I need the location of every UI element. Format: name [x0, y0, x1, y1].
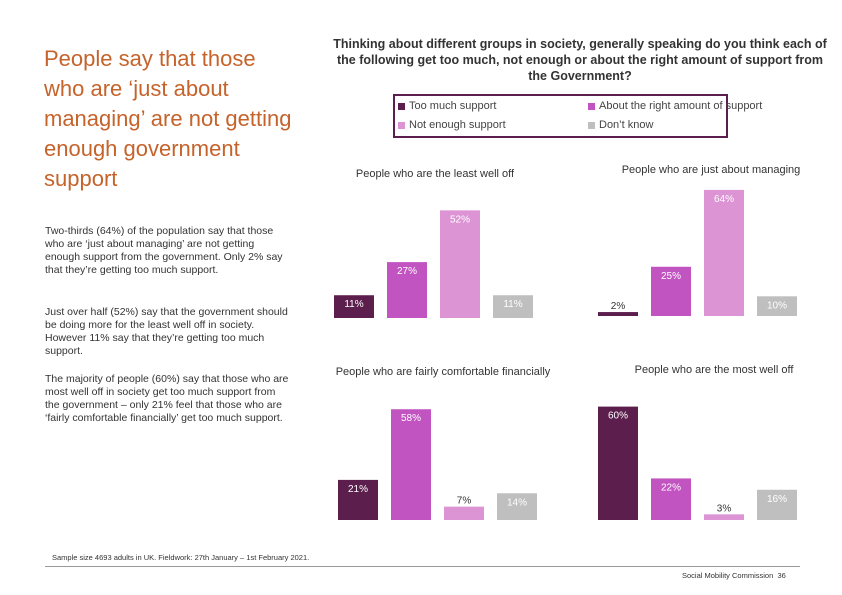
page-heading: People say that those who are ‘just abou…: [44, 46, 292, 191]
bar-dont-know: [493, 295, 533, 318]
bar-value-label: 22%: [661, 482, 681, 493]
legend-swatch-too-much: [398, 102, 405, 110]
legend-label: Not enough support: [409, 119, 506, 131]
survey-question: Thinking about different groups in socie…: [333, 37, 827, 83]
bar-value-label: 10%: [767, 300, 787, 311]
bar-value-label: 21%: [348, 484, 368, 495]
bar-too-much: [338, 479, 378, 520]
bar-value-label: 64%: [714, 194, 734, 205]
bar-too-much: [598, 312, 638, 316]
bar-value-label: 14%: [507, 497, 527, 508]
bar-value-label: 7%: [457, 496, 472, 507]
bar-value-label: 60%: [608, 411, 628, 422]
chart-title: People who are the least well off: [356, 168, 515, 180]
legend-swatch-not-enough: [398, 121, 405, 129]
bar-value-label: 58%: [401, 413, 421, 424]
bar-dont-know: [757, 296, 797, 316]
chart-title: People who are fairly comfortable financ…: [336, 366, 551, 378]
footer-divider: [45, 566, 800, 567]
sample-note: Sample size 4693 adults in UK. Fieldwork…: [52, 553, 310, 562]
legend-item-about-right: About the right amount of support: [588, 100, 762, 112]
bar-dont-know: [757, 489, 797, 520]
legend-highlight-box: [393, 94, 728, 138]
legend-swatch-about-right: [588, 102, 595, 110]
bar-too-much: [334, 295, 374, 318]
chart-title: People who are the most well off: [635, 364, 795, 376]
bar-about-right: [387, 262, 427, 318]
legend-item-dont-know: Don’t know: [588, 119, 653, 131]
bar-not-enough: [704, 189, 744, 316]
bar-too-much: [598, 406, 638, 520]
paragraph-1: Two-thirds (64%) of the population say t…: [45, 225, 283, 276]
bar-value-label: 25%: [661, 271, 681, 282]
legend-item-not-enough: Not enough support: [398, 119, 506, 131]
legend-item-too-much: Too much support: [398, 100, 496, 112]
bar-value-label: 11%: [344, 299, 363, 310]
bar-value-label: 2%: [611, 301, 626, 312]
bar-value-label: 52%: [450, 214, 470, 225]
bar-value-label: 27%: [397, 266, 417, 277]
legend-swatch-dont-know: [588, 121, 595, 129]
legend-label: About the right amount of support: [599, 100, 763, 112]
bar-value-label: 16%: [767, 494, 787, 505]
chart-title: People who are just about managing: [622, 164, 801, 176]
bar-about-right: [651, 478, 691, 520]
bar-not-enough: [704, 514, 744, 520]
footer-org-name: Social Mobility Commission: [682, 571, 774, 580]
bar-dont-know: [497, 493, 537, 520]
bar-not-enough: [440, 210, 480, 318]
page-number: 36: [777, 571, 786, 580]
bar-about-right: [651, 266, 691, 316]
paragraph-2: Just over half (52%) say that the govern…: [45, 306, 288, 357]
legend-label: Don’t know: [599, 119, 654, 131]
footer-org: Social Mobility Commission 36: [682, 571, 786, 580]
bar-about-right: [391, 409, 431, 520]
bar-value-label: 3%: [717, 503, 732, 514]
bar-value-label: 11%: [503, 299, 522, 310]
bar-not-enough: [444, 506, 484, 520]
paragraph-3: The majority of people (60%) say that th…: [45, 373, 289, 424]
legend-label: Too much support: [409, 100, 497, 112]
